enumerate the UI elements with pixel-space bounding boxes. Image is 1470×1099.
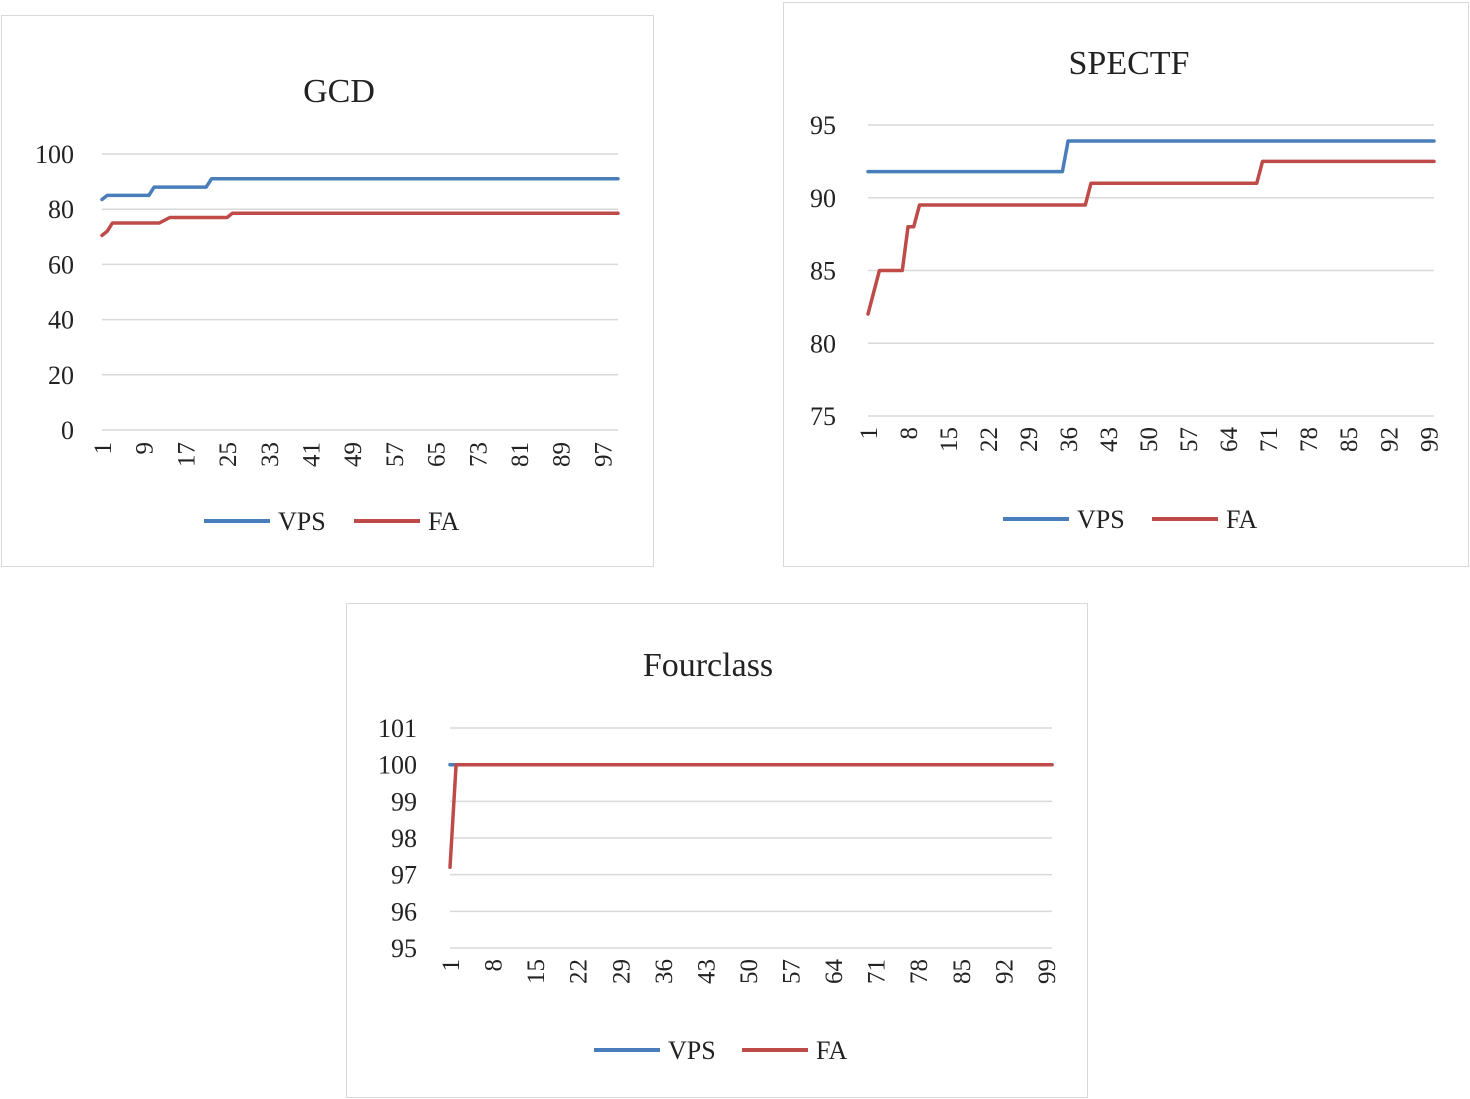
x-tick-label: 8 xyxy=(896,427,923,440)
y-tick-label: 96 xyxy=(391,897,417,926)
x-tick-label: 25 xyxy=(215,442,242,467)
x-tick-label: 97 xyxy=(590,442,617,467)
x-tick-label: 57 xyxy=(382,442,409,467)
y-tick-label: 101 xyxy=(378,714,417,743)
y-tick-label: 75 xyxy=(810,402,836,431)
x-tick-label: 33 xyxy=(257,442,284,467)
y-tick-label: 99 xyxy=(391,787,417,816)
x-tick-label: 17 xyxy=(173,442,200,467)
x-tick-label: 99 xyxy=(1416,427,1443,452)
chart-title: Fourclass xyxy=(643,647,773,684)
legend-label-fa: FA xyxy=(1226,505,1258,534)
y-tick-label: 90 xyxy=(810,184,836,213)
x-tick-label: 65 xyxy=(424,442,451,467)
y-tick-label: 100 xyxy=(378,751,417,780)
x-tick-label: 78 xyxy=(1296,427,1323,452)
x-tick-label: 36 xyxy=(1056,427,1083,452)
legend-label-vps: VPS xyxy=(668,1036,716,1065)
legend-label-vps: VPS xyxy=(278,507,326,536)
x-tick-label: 22 xyxy=(566,959,593,984)
series-line-fa xyxy=(448,762,1054,870)
x-tick-label: 36 xyxy=(651,959,678,984)
legend-label-vps: VPS xyxy=(1077,505,1125,534)
y-tick-label: 60 xyxy=(48,250,74,279)
x-tick-label: 57 xyxy=(779,959,806,984)
x-tick-label: 22 xyxy=(976,427,1003,452)
series-line-fa xyxy=(866,159,1436,316)
y-tick-label: 97 xyxy=(391,861,417,890)
y-tick-label: 40 xyxy=(48,306,74,335)
x-tick-label: 41 xyxy=(298,442,325,467)
legend-label-fa: FA xyxy=(428,507,460,536)
chart-panel-gcd: GCD 0 20 40 60 80 100 1 9 17 25 33 41 49 57 65 73 81 89 97 V… xyxy=(1,15,654,567)
x-tick-label: 64 xyxy=(1216,427,1243,453)
y-tick-label: 95 xyxy=(810,111,836,140)
x-tick-label: 1 xyxy=(90,442,117,455)
x-tick-label: 50 xyxy=(1136,427,1163,452)
x-tick-label: 29 xyxy=(1016,427,1043,452)
x-tick-label: 81 xyxy=(507,442,534,467)
x-tick-label: 9 xyxy=(132,442,159,455)
x-tick-label: 1 xyxy=(438,959,465,972)
x-tick-label: 71 xyxy=(864,959,891,984)
y-tick-label: 85 xyxy=(810,257,836,286)
x-tick-label: 85 xyxy=(949,959,976,984)
chart-panel-spectf: SPECTF 75 80 85 90 95 1 8 15 22 29 36 43 50 57 64 71 78 85… xyxy=(783,2,1469,567)
chart-svg-spectf: SPECTF 75 80 85 90 95 1 8 15 22 29 36 43 50 57 64 71 78 85… xyxy=(810,45,1443,534)
x-tick-label: 92 xyxy=(1376,427,1403,452)
y-tick-label: 80 xyxy=(810,329,836,358)
x-tick-label: 64 xyxy=(821,959,848,985)
x-tick-label: 78 xyxy=(906,959,933,984)
x-tick-label: 29 xyxy=(608,959,635,984)
legend-label-fa: FA xyxy=(816,1036,848,1065)
x-tick-label: 43 xyxy=(693,959,720,984)
series-line-vps xyxy=(100,177,620,202)
x-tick-label: 43 xyxy=(1096,427,1123,452)
x-tick-label: 99 xyxy=(1034,959,1061,984)
x-tick-label: 73 xyxy=(465,442,492,467)
series-line-vps xyxy=(866,139,1436,174)
chart-title: SPECTF xyxy=(1069,45,1190,82)
chart-panel-fourclass: Fourclass 95 96 97 98 99 100 101 1 8 15 22 29 36 43 50 5… xyxy=(346,603,1088,1098)
x-tick-label: 50 xyxy=(736,959,763,984)
series-line-fa xyxy=(100,211,620,238)
x-tick-label: 15 xyxy=(523,959,550,984)
y-tick-label: 0 xyxy=(61,416,74,445)
x-tick-label: 49 xyxy=(340,442,367,467)
x-tick-label: 1 xyxy=(856,427,883,440)
y-tick-label: 100 xyxy=(35,140,74,169)
x-tick-label: 15 xyxy=(936,427,963,452)
x-tick-label: 8 xyxy=(481,959,508,972)
x-tick-label: 71 xyxy=(1256,427,1283,452)
y-tick-label: 80 xyxy=(48,195,74,224)
chart-title: GCD xyxy=(303,73,375,110)
x-tick-label: 89 xyxy=(549,442,576,467)
chart-svg-fourclass: Fourclass 95 96 97 98 99 100 101 1 8 15 22 29 36 43 50 5… xyxy=(378,647,1061,1065)
y-tick-label: 95 xyxy=(391,934,417,963)
chart-svg-gcd: GCD 0 20 40 60 80 100 1 9 17 25 33 41 49 57 65 73 81 89 97 V… xyxy=(35,73,620,536)
x-tick-label: 57 xyxy=(1176,427,1203,452)
x-tick-label: 92 xyxy=(991,959,1018,984)
y-tick-label: 98 xyxy=(391,824,417,853)
y-tick-label: 20 xyxy=(48,361,74,390)
x-tick-label: 85 xyxy=(1336,427,1363,452)
